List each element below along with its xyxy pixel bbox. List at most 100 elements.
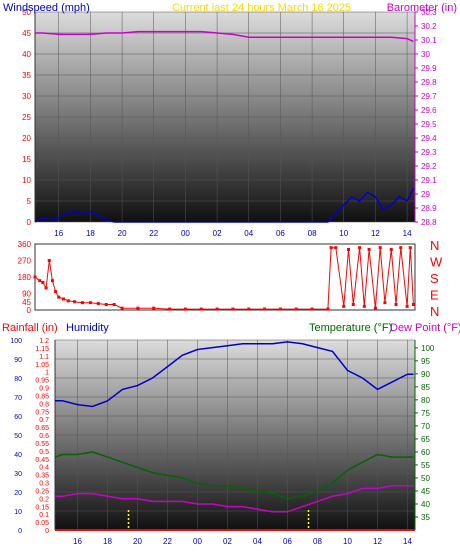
tick-label: 1.1 [39, 354, 49, 361]
tick-label: 0.65 [35, 425, 49, 432]
tick-label: 25 [22, 113, 31, 122]
tick-label: 45 [22, 298, 31, 307]
tick-label: 02 [213, 229, 222, 238]
tick-label: 0 [27, 218, 32, 227]
tick-label: 29.5 [421, 120, 437, 129]
direction-point [411, 303, 415, 306]
tick-label: 100 [10, 338, 22, 345]
tick-label: 180 [18, 273, 32, 282]
tick-label: 12 [371, 229, 380, 238]
tick-label: 14 [403, 537, 412, 546]
compass-label: N [430, 238, 439, 253]
tick-label: 40 [421, 500, 430, 509]
grid-panel-1 [35, 11, 415, 223]
compass-label: N [430, 304, 439, 319]
tick-label: 08 [308, 229, 317, 238]
tick-label: 29.7 [421, 92, 437, 101]
x-ticks-1: 16 18 20 22 00 02 04 06 08 10 12 14 [54, 229, 412, 238]
tick-label: 30 [421, 50, 430, 59]
tick-label: 55 [421, 461, 430, 470]
tick-label: 70 [421, 422, 430, 431]
tick-label: 75 [421, 409, 430, 418]
tick-label: 18 [103, 537, 112, 546]
panel-wind-barometer: Windspeed (mph) Current last 24 hours Ma… [3, 2, 457, 238]
tick-label: 00 [193, 537, 202, 546]
left-ticks-1: 0 5 10 15 20 25 30 35 40 45 50 [22, 8, 31, 227]
tick-label: 00 [181, 229, 190, 238]
tick-label: 80 [14, 376, 22, 383]
tick-label: 0.4 [39, 465, 49, 472]
tick-label: 15 [22, 155, 31, 164]
tick-label: 29 [421, 190, 430, 199]
compass-label: W [430, 255, 443, 270]
tick-label: 04 [244, 229, 253, 238]
tick-label: 0.55 [35, 441, 49, 448]
tick-label: 50 [14, 433, 22, 440]
tick-label: 04 [253, 537, 262, 546]
tick-label: 0.95 [35, 378, 49, 385]
tick-label: 0 [27, 306, 32, 315]
tick-label: 0.05 [35, 520, 49, 527]
tick-label: 65 [421, 435, 430, 444]
x-ticks-3: 16 18 20 22 00 02 04 06 08 10 12 14 [73, 537, 412, 546]
tick-label: 29.2 [421, 162, 437, 171]
tick-label: 29.3 [421, 148, 437, 157]
tick-label: 40 [14, 452, 22, 459]
tick-label: 60 [14, 414, 22, 421]
tick-label: 29.1 [421, 176, 437, 185]
tick-label: 30.1 [421, 36, 437, 45]
tick-label: 06 [276, 229, 285, 238]
tick-label: 0.8 [39, 401, 49, 408]
tick-label: 0.25 [35, 488, 49, 495]
tick-label: 06 [283, 537, 292, 546]
chart-title: Current last 24 hours March 16 2025 [172, 2, 351, 14]
series-line [55, 341, 414, 408]
tick-label: 30 [14, 471, 22, 478]
tick-label: 20 [22, 134, 31, 143]
tick-label: 10 [339, 229, 348, 238]
series-panel-2 [33, 246, 415, 311]
tick-label: 0.3 [39, 481, 49, 488]
tick-label: 30.3 [421, 8, 437, 17]
tick-label: 16 [54, 229, 63, 238]
tick-label: 18 [86, 229, 95, 238]
tick-label: 20 [133, 537, 142, 546]
tick-label: 16 [73, 537, 82, 546]
tick-label: 85 [421, 383, 430, 392]
tick-label: 20 [14, 490, 22, 497]
tick-label: 90 [14, 357, 22, 364]
tick-label: 29.4 [421, 134, 437, 143]
tick-label: 80 [421, 396, 430, 405]
tick-label: 02 [223, 537, 232, 546]
right-ticks-3: 35 40 45 50 55 60 65 70 75 80 85 90 95 100 [415, 344, 435, 522]
tick-label: 0.45 [35, 457, 49, 464]
tick-label: 22 [163, 537, 172, 546]
rainfall-axis-label: Rainfall (in) [2, 322, 58, 334]
tick-label: 35 [22, 71, 31, 80]
series-line [35, 30, 414, 43]
tick-label: 12 [373, 537, 382, 546]
panel-temperature-humidity: Rainfall (in) Humidity Temperature (°F) … [2, 322, 460, 546]
right-axis-label: Barometer (in) [387, 2, 457, 14]
tick-label: 50 [22, 8, 31, 17]
temperature-axis-label: Temperature (°F) [309, 322, 392, 334]
series-line [34, 188, 415, 223]
tick-label: 45 [421, 487, 430, 496]
tick-label: 10 [14, 509, 22, 516]
left-axis-label: Windspeed (mph) [3, 2, 90, 14]
tick-label: 10 [22, 176, 31, 185]
tick-label: 1.05 [35, 362, 49, 369]
right-ticks-1: 28.8 28.9 29 29.1 29.2 29.3 29.4 29.5 29.6 29.7 29… [415, 8, 437, 227]
tick-label: 20 [118, 229, 127, 238]
series-panel-3 [54, 341, 415, 531]
tick-label: 29.8 [421, 78, 437, 87]
tick-label: 1.15 [35, 346, 49, 353]
tick-label: 0.1 [39, 512, 49, 519]
tick-label: 28.8 [421, 218, 437, 227]
tick-label: 95 [421, 357, 430, 366]
tick-label: 40 [22, 50, 31, 59]
tick-label: 0.85 [35, 393, 49, 400]
tick-label: 0 [45, 528, 49, 535]
